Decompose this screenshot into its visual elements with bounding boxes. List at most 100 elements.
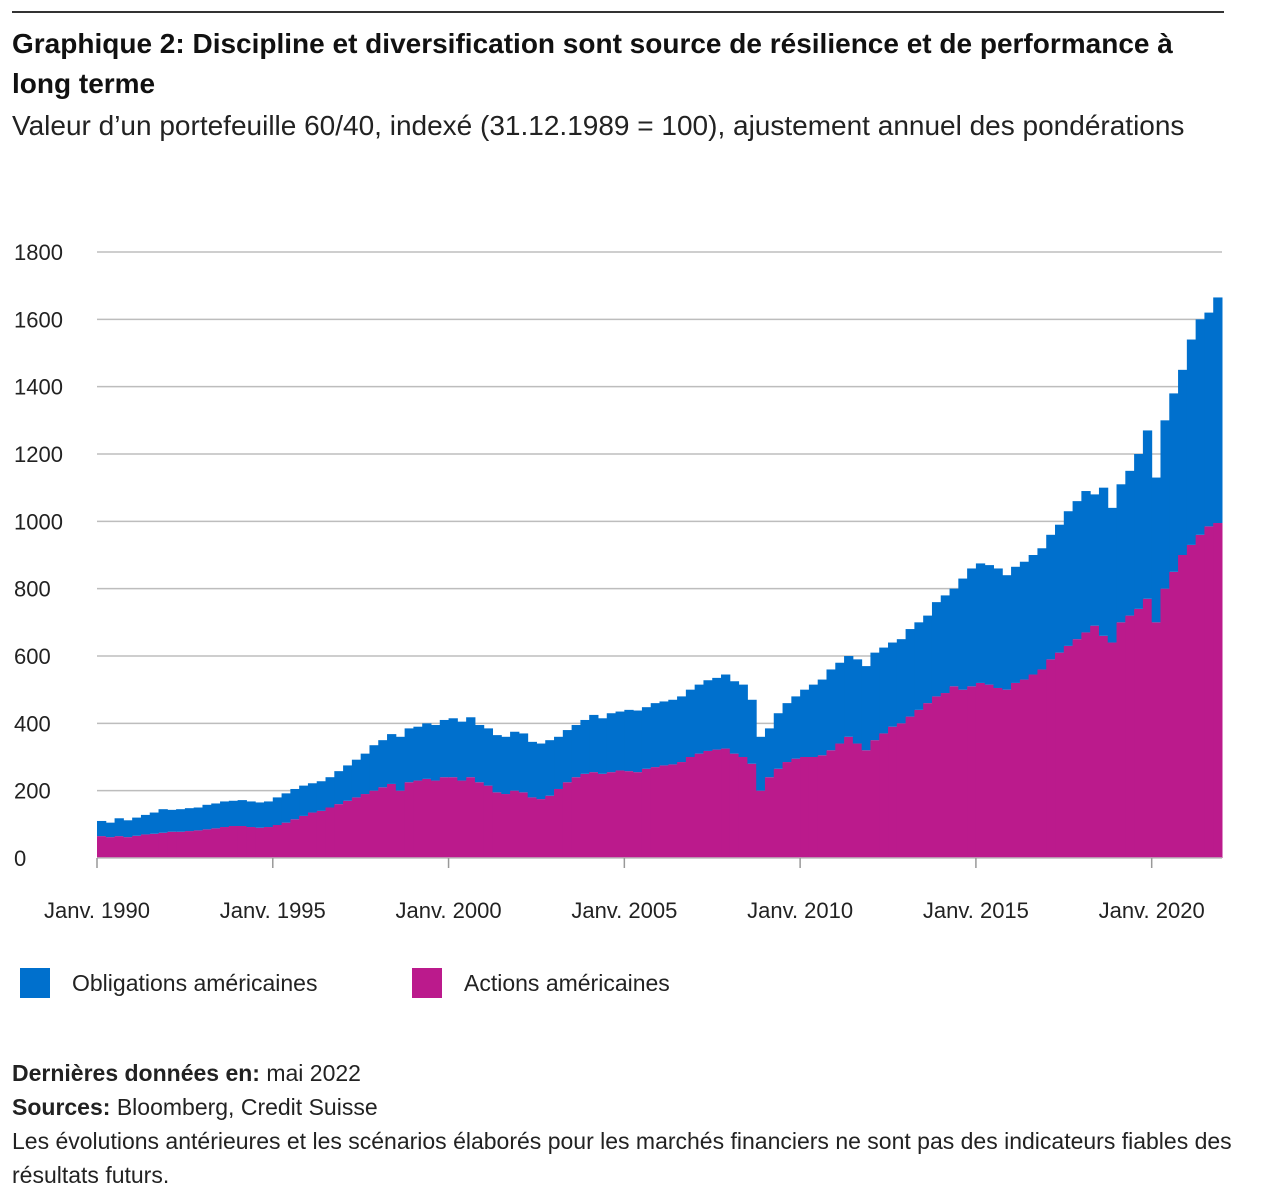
stocks-bar (580, 773, 590, 858)
bonds-bar (1063, 511, 1074, 646)
legend-label-bonds: Obligations américaines (72, 969, 318, 996)
bonds-bar (351, 759, 362, 798)
stocks-bar (1046, 659, 1056, 858)
stocks-bar (650, 767, 660, 858)
bonds-bar (931, 602, 942, 697)
stocks-bar (448, 777, 458, 858)
stocks-bar (413, 780, 423, 858)
stocks-bar (439, 777, 450, 858)
bonds-bar (914, 622, 924, 710)
stocks-bar (316, 810, 327, 858)
bonds-bar (896, 639, 907, 724)
bonds-bar (738, 684, 748, 757)
bonds-bar (870, 652, 880, 741)
bonds-bar (606, 713, 617, 773)
bonds-bar (536, 743, 546, 800)
y-tick-label: 600 (14, 644, 51, 669)
bonds-bar (255, 802, 265, 828)
bonds-bar (1204, 312, 1214, 527)
bonds-bar (1195, 319, 1205, 535)
bonds-bar (167, 809, 177, 832)
stocks-bar (395, 790, 406, 858)
stocks-bar (738, 757, 748, 858)
x-tick-label: Janv. 2015 (923, 898, 1029, 923)
bonds-bar (1002, 575, 1012, 690)
bonds-bar (940, 595, 951, 694)
stocks-bar (1072, 639, 1082, 858)
bonds-bar (580, 719, 590, 774)
bonds-bar (184, 808, 195, 832)
stocks-bar (712, 749, 722, 858)
stocks-bar (1081, 632, 1091, 858)
stocks-bar (597, 773, 608, 858)
bonds-bar (712, 677, 722, 750)
bonds-bar (624, 709, 634, 772)
stocks-bar (176, 831, 186, 858)
bonds-bar (721, 674, 731, 749)
stocks-bar (852, 743, 863, 858)
bonds-bar (263, 801, 274, 828)
stocks-bar (351, 797, 362, 858)
bonds-bar (246, 801, 256, 828)
stocks-bar (624, 771, 634, 858)
bonds-bar (466, 717, 476, 778)
bonds-bar (545, 740, 555, 796)
stocks-bar (703, 750, 713, 858)
bonds-bar (290, 788, 300, 820)
bonds-bar (589, 714, 599, 773)
bonds-bar (211, 803, 221, 829)
stocks-bar (237, 826, 247, 858)
stocks-bar (404, 782, 414, 858)
stocks-bar (272, 825, 283, 858)
bonds-bar (756, 736, 766, 791)
stocks-bar (263, 827, 274, 858)
bonds-bar (817, 679, 827, 756)
bonds-bar (474, 725, 485, 783)
bonds-bar (369, 745, 379, 791)
y-tick-label: 800 (14, 577, 51, 602)
stocks-bar (1169, 571, 1179, 858)
stocks-bar (510, 790, 520, 858)
stocks-bar (1090, 625, 1100, 858)
stocks-bar (246, 827, 256, 858)
bonds-bar (158, 809, 168, 833)
stocks-bar (457, 780, 467, 858)
stocks-bar (1160, 588, 1170, 858)
stocks-bar (1011, 682, 1021, 858)
x-tick-label: Janv. 1990 (44, 898, 150, 923)
bonds-bar (633, 710, 643, 773)
bonds-bar (299, 785, 309, 816)
y-tick-label: 400 (14, 711, 51, 736)
stocks-bar (1098, 635, 1109, 858)
bonds-bar (562, 730, 573, 783)
stocks-bar (844, 736, 854, 858)
bonds-bar (1116, 484, 1126, 623)
stocks-bar (1037, 669, 1047, 858)
stocks-bar (307, 812, 318, 858)
y-tick-label: 1800 (14, 240, 63, 265)
bonds-bar (905, 629, 915, 717)
bonds-bar (729, 681, 740, 754)
stocks-bar (167, 831, 177, 858)
y-tick-label: 1000 (14, 509, 63, 534)
bonds-bar (826, 669, 836, 751)
disclaimer: Les évolutions antérieures et les scénar… (12, 1128, 1232, 1188)
stocks-bar (105, 837, 116, 858)
stocks-bar (729, 753, 740, 858)
stocks-bar (501, 794, 511, 858)
stocks-bar (299, 815, 309, 858)
stocks-bar (589, 772, 599, 858)
bonds-bar (325, 777, 335, 808)
stocks-bar (694, 753, 704, 858)
stocks-bar (931, 696, 942, 858)
stocks-bar (615, 770, 625, 858)
stocks-bar (378, 787, 388, 858)
legend-label-stocks: Actions américaines (464, 969, 670, 996)
stocks-bar (492, 792, 502, 858)
bonds-bar (967, 568, 977, 687)
stocks-bar (1028, 674, 1038, 858)
stocks-bar (606, 772, 617, 858)
bonds-bar (439, 719, 450, 778)
x-tick-label: Janv. 2005 (571, 898, 677, 923)
bonds-bar (650, 703, 660, 768)
